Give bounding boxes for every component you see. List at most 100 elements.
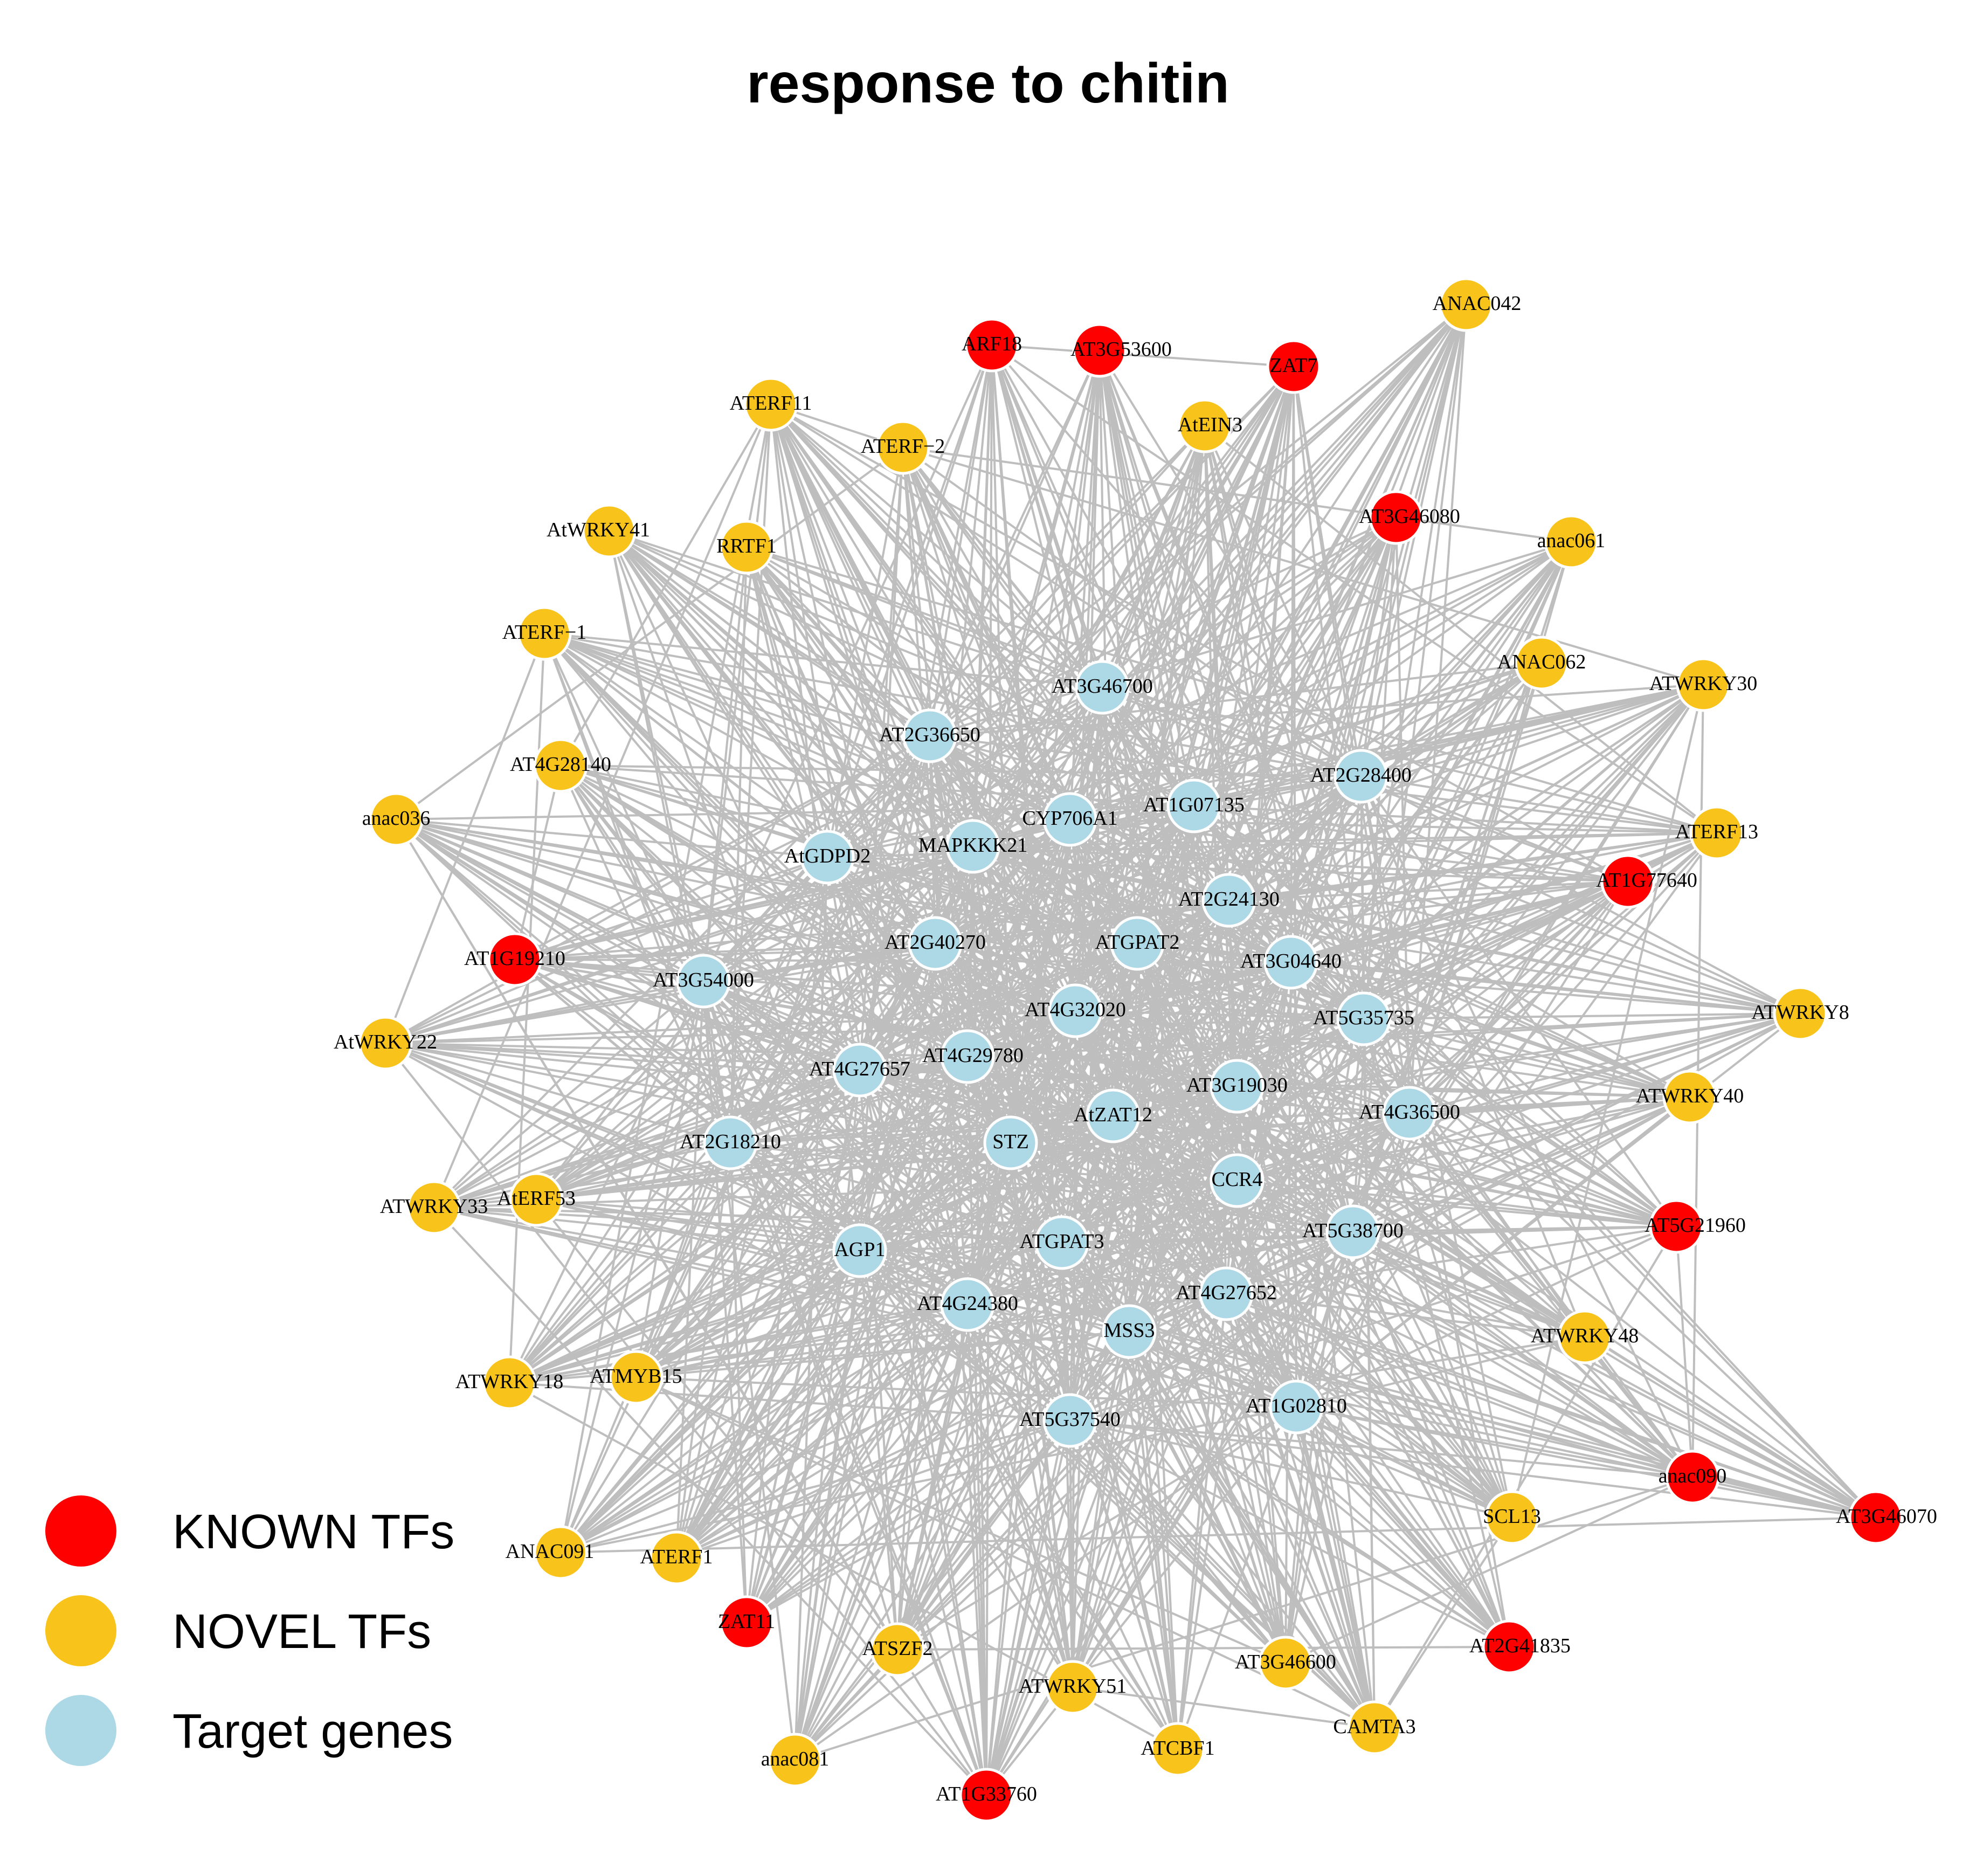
- edge-at2g28400-to-agp1: [859, 775, 1362, 1252]
- edge-anac081-to-atgdpd2: [794, 857, 828, 1761]
- edge-atszf2-to-mapkkk21: [896, 846, 974, 1650]
- edge-at3g54000-to-at4g27657: [703, 980, 860, 1071]
- edge-at3g46600-to-at4g36500: [1284, 1113, 1411, 1664]
- node-label: ATERF1: [640, 1546, 713, 1568]
- node-label: ANAC062: [1497, 651, 1586, 673]
- node-circle-target: [1110, 916, 1165, 971]
- edge-atwrky40-to-at1g02810: [1295, 1096, 1691, 1408]
- edge-anac062-to-at2g40270: [935, 662, 1542, 944]
- node-circle-target: [703, 1115, 758, 1170]
- node-circle-target: [945, 819, 1000, 874]
- edge-atwrky48-to-at4g32020: [1074, 1010, 1586, 1338]
- node-circle-novel: [358, 1016, 413, 1071]
- node-circle-novel: [743, 377, 798, 432]
- node-aterf-1: ATERF−1: [502, 606, 586, 661]
- edge-at3g46600-to-atgpat3: [1061, 1242, 1287, 1664]
- node-circle-novel: [875, 420, 930, 475]
- edge-at1g07135-to-stz: [1010, 805, 1195, 1143]
- edge-anac081-to-ccr4: [794, 1180, 1238, 1761]
- node-label: ATWRKY8: [1751, 1001, 1849, 1024]
- node-circle-target: [832, 1223, 887, 1278]
- edge-atwrky22-to-atgdpd2: [385, 856, 828, 1044]
- node-label: AT3G54000: [653, 969, 754, 991]
- edge-at2g40270-to-at3g54000: [703, 942, 936, 982]
- edge-at2g18210-to-at5g37540: [729, 1142, 1071, 1422]
- node-circle-target: [1334, 749, 1388, 804]
- node-at4g27657: AT4G27657: [809, 1043, 910, 1098]
- edge-at2g40270-to-atzat12: [934, 942, 1114, 1117]
- edge-at4g28140-to-at3g46600: [559, 764, 1287, 1664]
- edge-atgdpd2-to-atgpat2: [827, 856, 1138, 944]
- node-label: AtEIN3: [1178, 413, 1242, 436]
- node-circle-novel: [1439, 277, 1494, 332]
- edge-atwrky18-to-at4g27657: [508, 1069, 861, 1384]
- edge-camta3-to-at4g27657: [859, 1069, 1376, 1729]
- edge-aterf13-to-at2g28400: [1360, 775, 1717, 834]
- edge-anac062-to-at2g36650: [929, 662, 1542, 737]
- node-label: ZAT11: [718, 1610, 775, 1633]
- node-label: AT4G29780: [922, 1044, 1024, 1067]
- node-circle-known: [1482, 1619, 1537, 1674]
- node-circle-novel: [719, 520, 774, 575]
- edge-atgdpd2-to-at3g54000: [702, 856, 828, 982]
- node-at3g53600: AT3G53600: [1070, 323, 1172, 378]
- legend-label: NOVEL TFs: [172, 1605, 431, 1659]
- node-circle-novel: [768, 1733, 823, 1788]
- edge-atwrky51-to-at2g18210: [729, 1142, 1074, 1688]
- edge-mapkkk21-to-at4g27652: [972, 846, 1227, 1294]
- edge-atmyb15-to-at1g07135: [635, 805, 1195, 1378]
- node-circle-target: [1048, 983, 1103, 1038]
- edge-atwrky40-to-at2g24130: [1228, 899, 1690, 1098]
- edge-atwrky22-to-at3g54000: [385, 980, 704, 1044]
- edge-at2g36650-to-at2g18210: [729, 735, 931, 1143]
- edge-aterf53-to-atszf2: [535, 1198, 899, 1651]
- node-label: ATGPAT2: [1095, 931, 1180, 954]
- node-at4g24380: AT4G24380: [917, 1277, 1018, 1332]
- node-circle-novel: [649, 1530, 704, 1585]
- node-label: AT4G36500: [1359, 1101, 1460, 1123]
- edge-atwrky30-to-scl13: [1511, 684, 1704, 1518]
- edge-camta3-to-at3g04640: [1290, 962, 1376, 1728]
- node-atwrky41: AtWRKY41: [547, 504, 650, 558]
- edge-atwrky33-to-agp1: [433, 1206, 860, 1252]
- edge-atwrky18-to-at3g46700: [508, 686, 1103, 1384]
- node-label: AGP1: [834, 1238, 885, 1261]
- edge-atwrky51-to-camta3: [1072, 1686, 1375, 1729]
- edge-at2g36650-to-ccr4: [929, 735, 1238, 1182]
- edge-at2g36650-to-at4g27657: [859, 735, 931, 1071]
- edge-at3g46080-to-at2g36650: [929, 516, 1397, 737]
- node-circle-novel: [1177, 398, 1232, 453]
- edge-atgdpd2-to-at4g29780: [826, 856, 969, 1058]
- edge-atwrky8-to-at4g36500: [1409, 1012, 1801, 1114]
- node-atszf2: ATSZF2: [862, 1622, 932, 1677]
- node-label: MAPKKK21: [918, 834, 1028, 857]
- edge-atein3-to-at5g38700: [1204, 425, 1354, 1232]
- edge-at3g46070-to-anac091: [560, 1516, 1876, 1554]
- node-label: ATWRKY18: [455, 1370, 564, 1393]
- edge-aterf13-to-at1g07135: [1193, 805, 1717, 834]
- node-label: AT2G40270: [885, 931, 986, 954]
- edge-aterf-2-to-anac061: [902, 446, 1572, 543]
- edge-mapkkk21-to-at3g04640: [972, 845, 1291, 963]
- edge-at5g35735-to-at4g27652: [1225, 1018, 1365, 1294]
- edge-aterf-2-to-atgpat2: [902, 447, 1138, 944]
- edge-aterf1-to-atgpat2: [675, 942, 1138, 1559]
- edge-atcbf1-to-at3g46700: [1101, 687, 1179, 1750]
- edge-at5g38700-to-at1g02810: [1295, 1231, 1354, 1408]
- node-circle-known: [1072, 323, 1127, 378]
- edge-atwrky40-to-cyp706a1: [1069, 818, 1690, 1098]
- node-label: ATERF11: [730, 392, 812, 415]
- edge-atszf2-to-at3g54000: [702, 981, 899, 1650]
- node-at3g46070: AT3G46070: [1836, 1490, 1937, 1545]
- edge-atwrky51-to-at5g37540: [1069, 1420, 1074, 1688]
- edge-atwrky48-to-at5g38700: [1352, 1231, 1585, 1338]
- edge-atmyb15-to-at3g54000: [635, 981, 704, 1378]
- edge-at3g54000-to-at2g18210: [702, 981, 731, 1143]
- edge-at1g77640-to-at1g07135: [1193, 805, 1628, 882]
- edge-atwrky8-to-at3g04640: [1290, 961, 1801, 1015]
- edge-at5g35735-to-atgpat3: [1061, 1018, 1365, 1244]
- node-circle-target: [1336, 991, 1391, 1046]
- node-atwrky8: ATWRKY8: [1751, 986, 1849, 1041]
- node-circle-target: [832, 1043, 887, 1098]
- edge-atwrky30-to-at2g28400: [1360, 684, 1704, 777]
